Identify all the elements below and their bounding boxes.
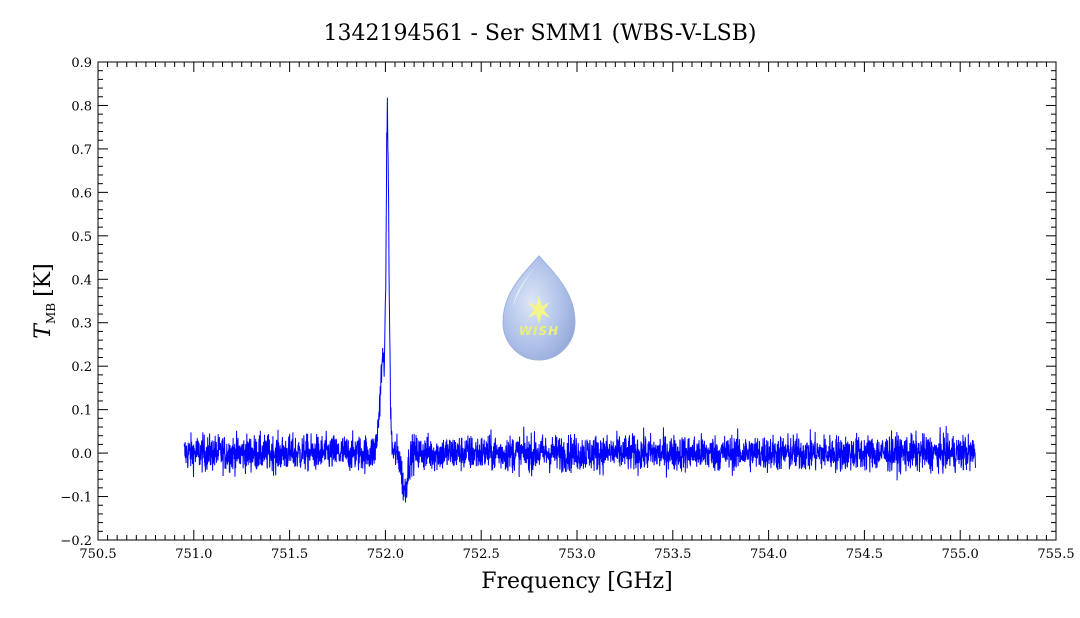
y-axis-label: TMB [K]: [31, 263, 58, 338]
x-tick-label: 752.5: [463, 547, 500, 562]
y-tick-label: 0.5: [71, 230, 92, 245]
chart-title: 1342194561 - Ser SMM1 (WBS-V-LSB): [324, 21, 757, 46]
spectrum-series-line: [183, 97, 977, 503]
x-axis-label: Frequency [GHz]: [481, 569, 673, 594]
star-icon: [528, 296, 550, 324]
x-tick-label: 754.0: [750, 547, 787, 562]
y-tick-label: 0.1: [71, 404, 92, 419]
y-tick-label: 0.4: [71, 273, 92, 288]
svg-text:TMB[K]: TMB [K]: [31, 263, 58, 338]
x-axis: 750.5 751.0 751.5 752.0 752.5 753.0 753.5 754.0…: [79, 62, 1075, 562]
y-tick-label: 0.6: [71, 186, 92, 201]
wish-logo: WISH: [502, 255, 576, 361]
y-axis-symbol: T: [31, 322, 56, 339]
x-tick-label: 751.0: [175, 547, 212, 562]
plot-frame: [97, 61, 1057, 541]
y-tick-label: 0.8: [71, 99, 92, 114]
x-tick-label: 751.5: [271, 547, 308, 562]
x-tick-label: 755.0: [942, 547, 979, 562]
y-tick-label: 0.9: [71, 56, 92, 71]
logo-text: WISH: [519, 324, 559, 338]
y-tick-label: −0.2: [60, 534, 92, 549]
x-tick-label: 752.0: [367, 547, 404, 562]
y-tick-label: −0.1: [60, 491, 92, 506]
x-tick-label: 755.5: [1037, 547, 1074, 562]
y-axis-subscript: MB: [44, 303, 58, 324]
x-tick-label: 754.5: [846, 547, 883, 562]
y-axis-unit: [K]: [31, 263, 56, 297]
y-axis: −0.2 −0.1 0.0 0.1 0.2 0.3 0.4 0.5 0.6 0.7 0.8 0.9: [60, 56, 1056, 549]
y-tick-label: 0.0: [71, 447, 92, 462]
y-tick-label: 0.7: [71, 143, 92, 158]
y-tick-label: 0.2: [71, 360, 92, 375]
x-tick-label: 750.5: [79, 547, 116, 562]
y-tick-label: 0.3: [71, 317, 92, 332]
x-tick-label: 753.0: [558, 547, 595, 562]
x-tick-label: 753.5: [654, 547, 691, 562]
